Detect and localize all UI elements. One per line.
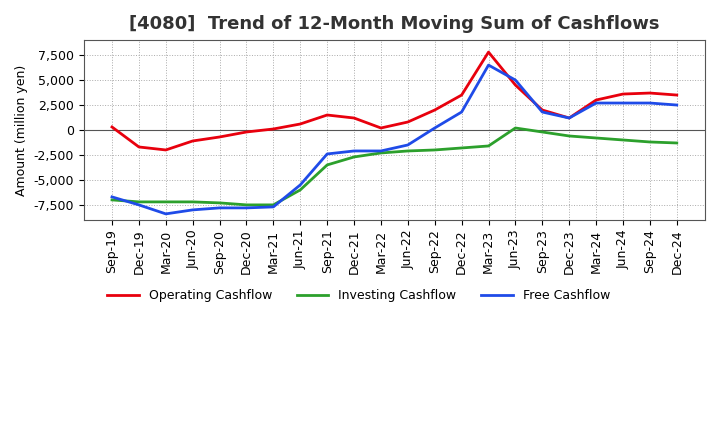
Free Cashflow [189,207,197,213]
Free Cashflow [672,103,681,108]
Free Cashflow [431,125,439,131]
Investing Cashflow [242,202,251,208]
Investing Cashflow [135,199,143,205]
Free Cashflow [296,182,305,187]
Free Cashflow [403,142,412,147]
Free Cashflow [592,100,600,106]
Investing Cashflow [108,197,117,202]
Operating Cashflow [269,126,278,132]
Investing Cashflow [215,200,224,205]
Investing Cashflow [457,145,466,150]
Investing Cashflow [377,150,385,156]
Operating Cashflow [592,97,600,103]
Operating Cashflow [431,107,439,113]
Free Cashflow [269,204,278,209]
Operating Cashflow [161,147,170,153]
Free Cashflow [108,194,117,200]
Investing Cashflow [565,133,574,139]
Free Cashflow [511,77,520,83]
Operating Cashflow [135,144,143,150]
Operating Cashflow [457,92,466,98]
Investing Cashflow [403,148,412,154]
Investing Cashflow [646,139,654,145]
Investing Cashflow [618,137,627,143]
Operating Cashflow [215,134,224,139]
Free Cashflow [646,100,654,106]
Operating Cashflow [323,112,331,117]
Investing Cashflow [269,202,278,208]
Free Cashflow [161,211,170,216]
Free Cashflow [484,62,492,68]
Title: [4080]  Trend of 12-Month Moving Sum of Cashflows: [4080] Trend of 12-Month Moving Sum of C… [129,15,660,33]
Y-axis label: Amount (million yen): Amount (million yen) [15,64,28,196]
Operating Cashflow [296,121,305,127]
Free Cashflow [350,148,359,154]
Free Cashflow [242,205,251,210]
Operating Cashflow [108,125,117,130]
Investing Cashflow [511,125,520,131]
Investing Cashflow [484,143,492,149]
Line: Investing Cashflow: Investing Cashflow [112,128,677,205]
Investing Cashflow [592,136,600,141]
Investing Cashflow [296,187,305,193]
Operating Cashflow [672,92,681,98]
Operating Cashflow [511,82,520,88]
Operating Cashflow [646,90,654,95]
Legend: Operating Cashflow, Investing Cashflow, Free Cashflow: Operating Cashflow, Investing Cashflow, … [102,284,615,307]
Operating Cashflow [189,138,197,143]
Free Cashflow [618,100,627,106]
Free Cashflow [135,202,143,208]
Investing Cashflow [350,154,359,160]
Operating Cashflow [377,125,385,131]
Free Cashflow [538,110,546,115]
Operating Cashflow [350,115,359,121]
Operating Cashflow [565,115,574,121]
Operating Cashflow [242,129,251,135]
Free Cashflow [565,115,574,121]
Investing Cashflow [161,199,170,205]
Operating Cashflow [618,92,627,97]
Free Cashflow [323,151,331,157]
Investing Cashflow [431,147,439,153]
Line: Operating Cashflow: Operating Cashflow [112,52,677,150]
Investing Cashflow [538,129,546,135]
Investing Cashflow [189,199,197,205]
Operating Cashflow [484,49,492,55]
Line: Free Cashflow: Free Cashflow [112,65,677,214]
Free Cashflow [215,205,224,210]
Investing Cashflow [323,162,331,168]
Free Cashflow [377,148,385,154]
Operating Cashflow [403,119,412,125]
Operating Cashflow [538,107,546,113]
Investing Cashflow [672,140,681,146]
Free Cashflow [457,110,466,115]
